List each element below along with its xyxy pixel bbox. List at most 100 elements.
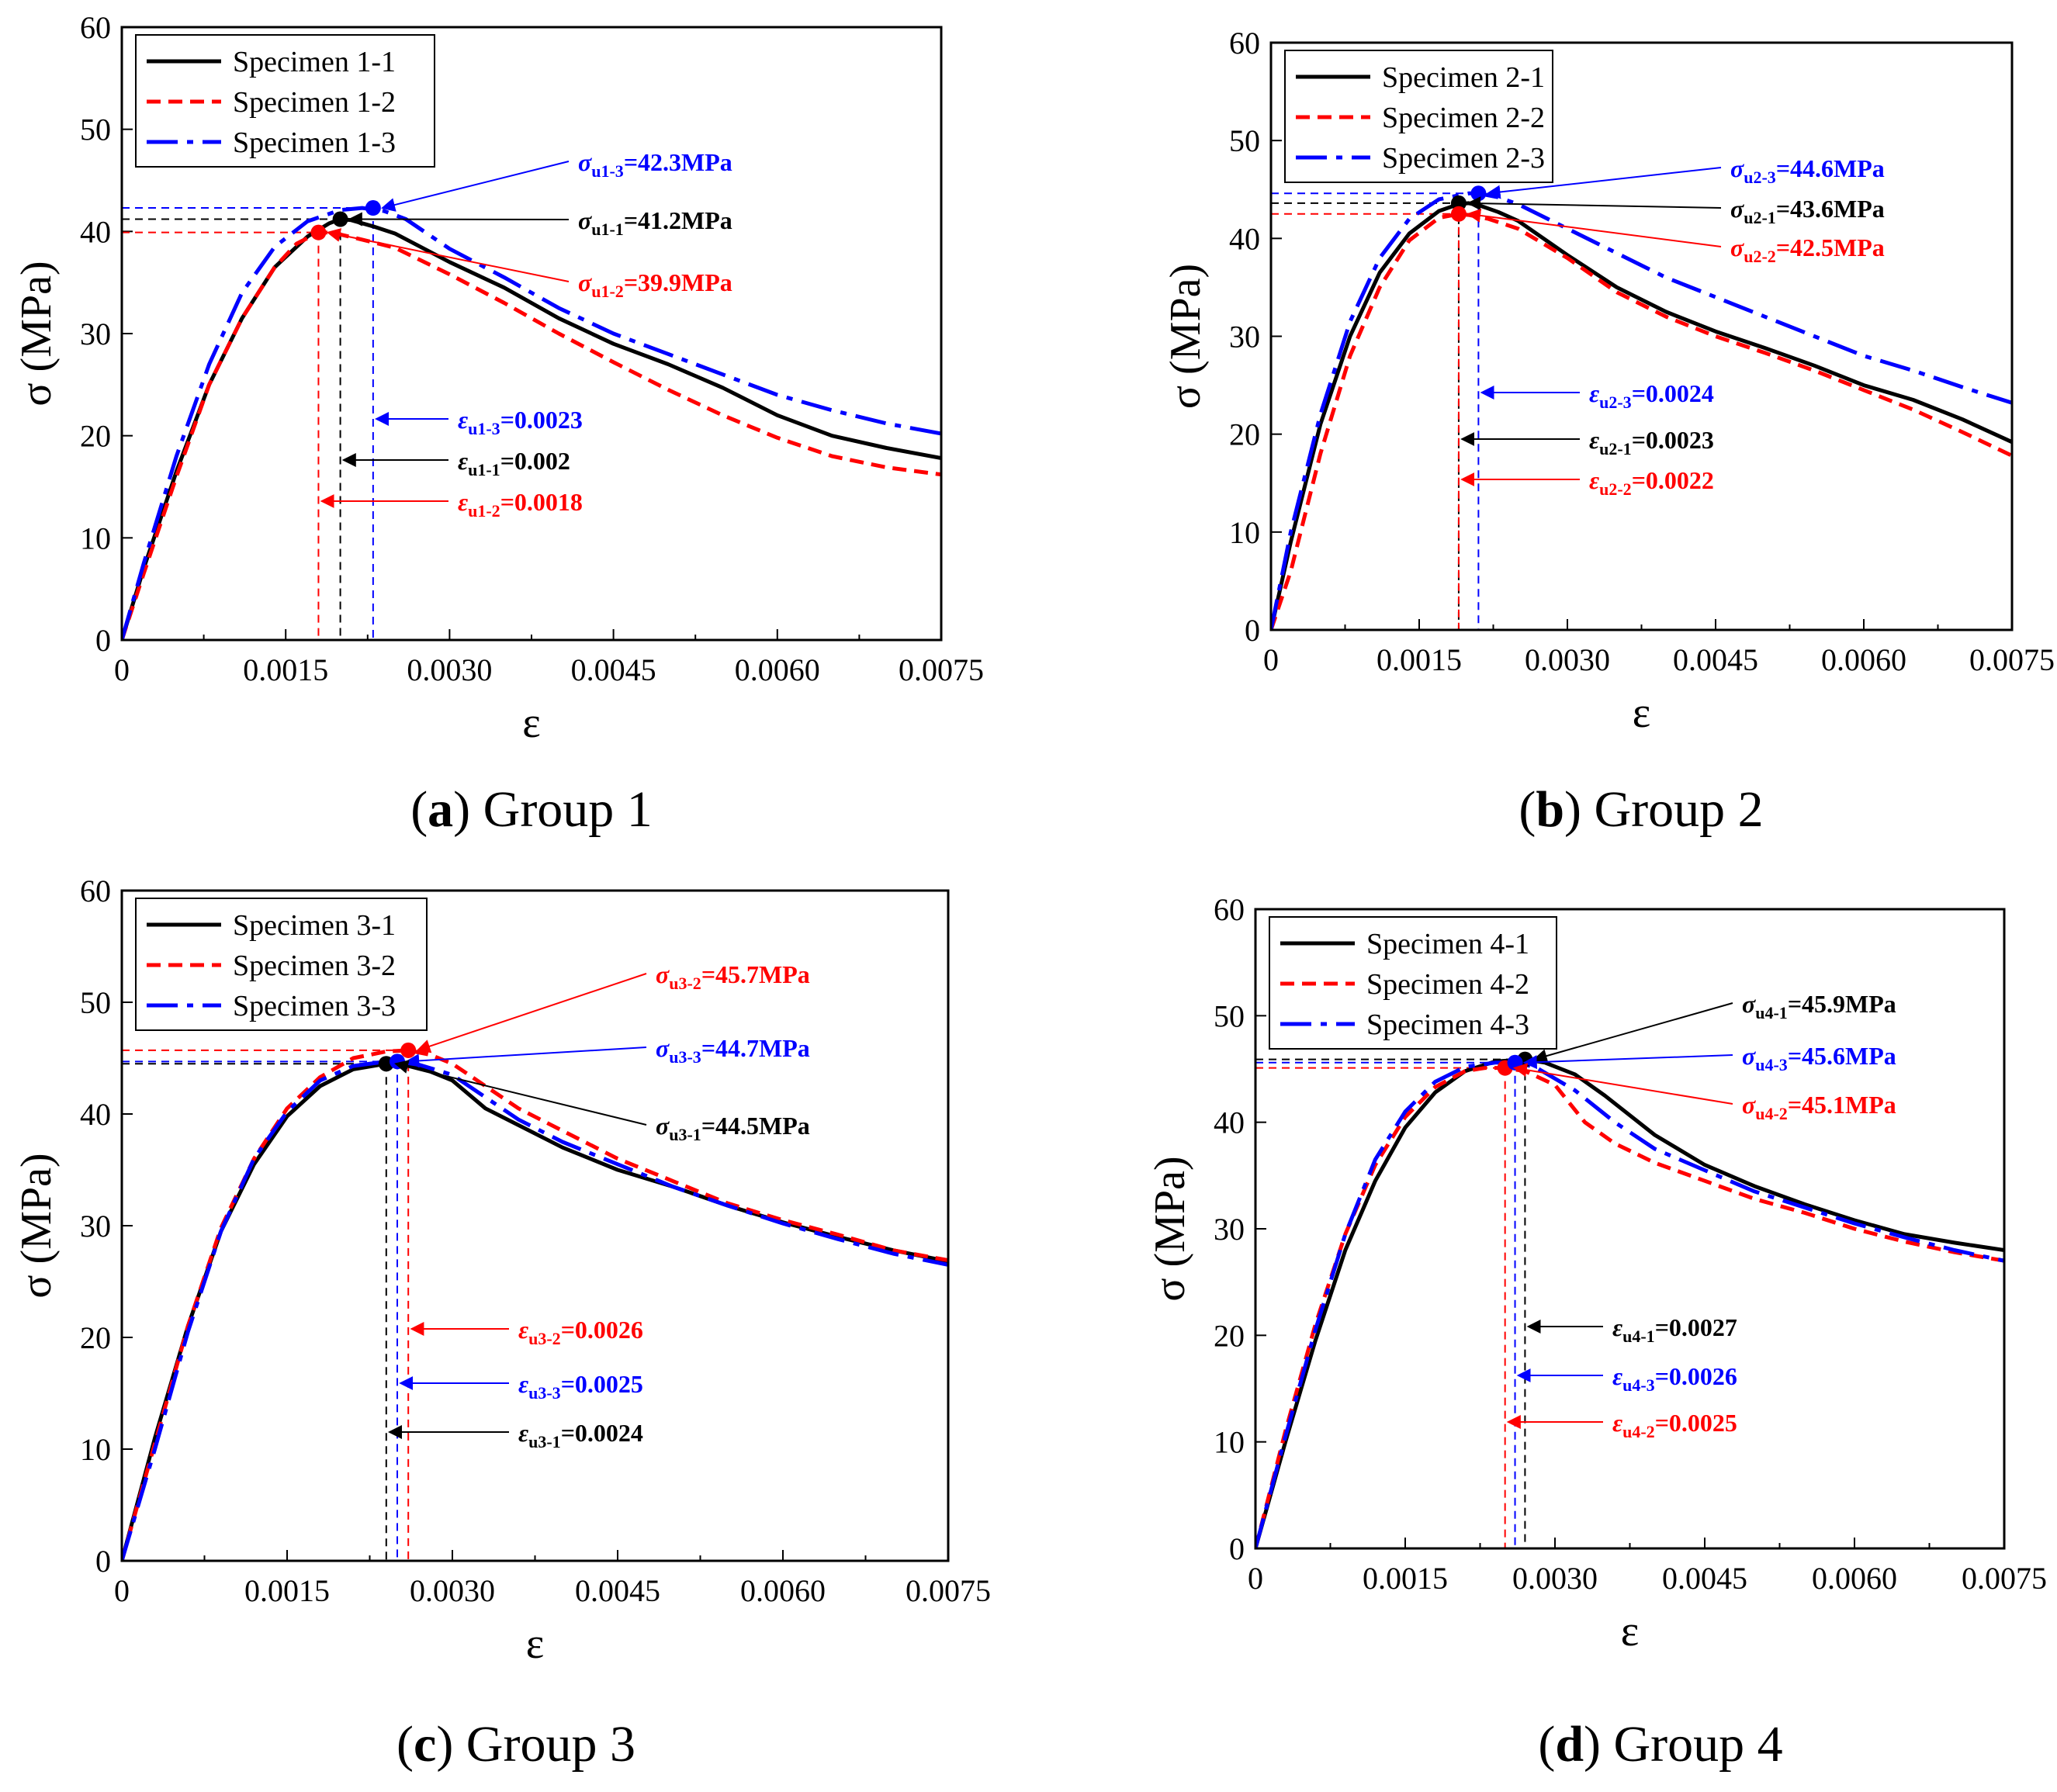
curves xyxy=(122,1048,948,1561)
annotation-symbol: ε xyxy=(518,1419,528,1447)
caption-paren: ) xyxy=(453,781,470,838)
annotation-value: =0.0025 xyxy=(561,1370,643,1398)
legend-entry: Specimen 4-2 xyxy=(1366,968,1529,1001)
x-tick-label: 0.0030 xyxy=(407,652,492,687)
x-tick-label: 0.0060 xyxy=(740,1573,826,1608)
y-tick-label: 20 xyxy=(80,1320,111,1355)
y-axis-label: σ (MPa) xyxy=(12,261,61,406)
peak-point xyxy=(400,1042,417,1058)
stress-annotation: σu1-3=42.3MPa xyxy=(578,148,732,181)
annotation-symbol: σ xyxy=(1742,1091,1756,1119)
stress-annotation-arrow xyxy=(326,228,570,282)
legend: Specimen 3-1 Specimen 3-2 Specimen 3-3 xyxy=(135,898,428,1031)
legend-entry: Specimen 1-2 xyxy=(233,86,396,119)
caption-letter: b xyxy=(1536,781,1564,838)
annotation-value: =0.0027 xyxy=(1655,1313,1737,1341)
y-tick-label: 30 xyxy=(1214,1212,1245,1247)
annotation-symbol: ε xyxy=(458,406,468,434)
annotation-subscript: u4-2 xyxy=(1755,1104,1788,1123)
plot-frame xyxy=(1254,908,2006,1550)
legend-entry: Specimen 2-3 xyxy=(1382,142,1545,175)
series-line-3 xyxy=(1271,191,2012,630)
x-axis-label: ε xyxy=(526,1620,545,1668)
annotation-subscript: u3-1 xyxy=(669,1125,701,1144)
series-line-2 xyxy=(1255,1066,2004,1548)
y-tick-label: 0 xyxy=(1229,1531,1245,1566)
x-tick-label: 0.0075 xyxy=(906,1573,991,1608)
annotation-value: =0.0026 xyxy=(561,1316,643,1344)
annotation-value: =0.0022 xyxy=(1632,466,1714,494)
annotation-value: =42.5MPa xyxy=(1776,234,1885,261)
annotation-subscript: u1-1 xyxy=(591,220,624,239)
annotation-symbol: ε xyxy=(518,1316,528,1344)
panel-caption: (c) Group 3 xyxy=(397,1716,635,1773)
caption-text: Group 4 xyxy=(1601,1716,1783,1773)
x-axis-label: ε xyxy=(1621,1607,1640,1655)
y-tick-label: 30 xyxy=(1229,320,1260,355)
caption-letter: a xyxy=(428,781,453,838)
legend-entry: Specimen 3-1 xyxy=(233,909,396,942)
x-tick-label: 0.0075 xyxy=(1962,1561,2047,1596)
y-tick-label: 50 xyxy=(1229,123,1260,158)
x-axis-label: ε xyxy=(522,699,541,747)
caption-paren: ) xyxy=(436,1716,453,1773)
legend-box xyxy=(135,34,435,168)
annotation-symbol: ε xyxy=(1589,426,1599,454)
caption-paren: ( xyxy=(1519,781,1536,838)
y-tick-label: 40 xyxy=(1229,221,1260,256)
annotation-value: =45.6MPa xyxy=(1788,1042,1896,1070)
strain-annotation: εu1-3=0.0023 xyxy=(458,406,583,438)
legend-entry: Specimen 3-3 xyxy=(233,990,396,1022)
legend-entry: Specimen 1-1 xyxy=(233,46,396,78)
x-tick-label: 0.0030 xyxy=(410,1573,495,1608)
peak-point xyxy=(390,1053,405,1070)
chart-panel-1: 0 0.0015 0.0030 0.0045 0.0060 0.0075 0 10 20 30 40… xyxy=(12,10,984,838)
x-tick-label: 0 xyxy=(114,652,130,687)
stress-annotation-arrow xyxy=(1532,1002,1733,1063)
y-tick-label: 60 xyxy=(1229,26,1260,61)
panel-caption: (a) Group 1 xyxy=(410,781,653,838)
strain-annotation: εu4-2=0.0025 xyxy=(1612,1409,1737,1441)
peak-point xyxy=(365,200,381,216)
annotation-subscript: u2-2 xyxy=(1599,479,1632,499)
annotation-symbol: ε xyxy=(1612,1362,1622,1390)
annotation-subscript: u2-3 xyxy=(1599,393,1632,412)
stress-annotation: σu4-2=45.1MPa xyxy=(1742,1091,1896,1123)
annotation-subscript: u1-2 xyxy=(591,282,624,301)
stress-annotation-arrow xyxy=(1486,167,1722,199)
y-tick-label: 0 xyxy=(95,1544,111,1579)
x-tick-label: 0.0045 xyxy=(1662,1561,1747,1596)
legend-entry: Specimen 2-1 xyxy=(1382,61,1545,94)
annotation-symbol: σ xyxy=(578,268,592,296)
annotation-subscript: u4-3 xyxy=(1622,1375,1655,1395)
annotation-value: =41.2MPa xyxy=(624,206,732,234)
annotation-symbol: ε xyxy=(1589,379,1599,407)
annotation-subscript: u2-1 xyxy=(1599,439,1632,458)
legend-box xyxy=(135,898,428,1031)
x-tick-label: 0 xyxy=(1248,1561,1263,1596)
annotation-subscript: u1-2 xyxy=(468,501,500,521)
peak-guide-lines xyxy=(1255,1058,1526,1548)
legend: Specimen 1-1 Specimen 1-2 Specimen 1-3 xyxy=(135,34,435,168)
series-line-3 xyxy=(122,1059,948,1561)
annotation-subscript: u3-1 xyxy=(528,1432,561,1451)
x-tick-label: 0.0075 xyxy=(1969,642,2055,677)
annotation-value: =0.0018 xyxy=(500,488,583,516)
legend-entry: Specimen 4-1 xyxy=(1366,928,1529,960)
y-axis-label: σ (MPa) xyxy=(1162,264,1210,409)
annotation-value: =39.9MPa xyxy=(624,268,732,296)
annotation-value: =0.0023 xyxy=(1632,426,1714,454)
strain-annotation: εu2-3=0.0024 xyxy=(1589,379,1714,412)
annotation-symbol: ε xyxy=(458,488,468,516)
annotation-symbol: σ xyxy=(578,148,592,176)
curves xyxy=(1271,191,2012,630)
stress-annotation-arrow xyxy=(1467,208,1722,247)
x-axis-label: ε xyxy=(1633,689,1651,737)
annotation-symbol: σ xyxy=(1742,990,1756,1018)
annotation-value: =44.7MPa xyxy=(701,1034,810,1062)
peak-guide-lines xyxy=(1271,192,1480,630)
x-tick-label: 0 xyxy=(1263,642,1279,677)
x-tick-label: 0.0060 xyxy=(1812,1561,1897,1596)
strain-annotation: εu1-2=0.0018 xyxy=(458,488,583,521)
